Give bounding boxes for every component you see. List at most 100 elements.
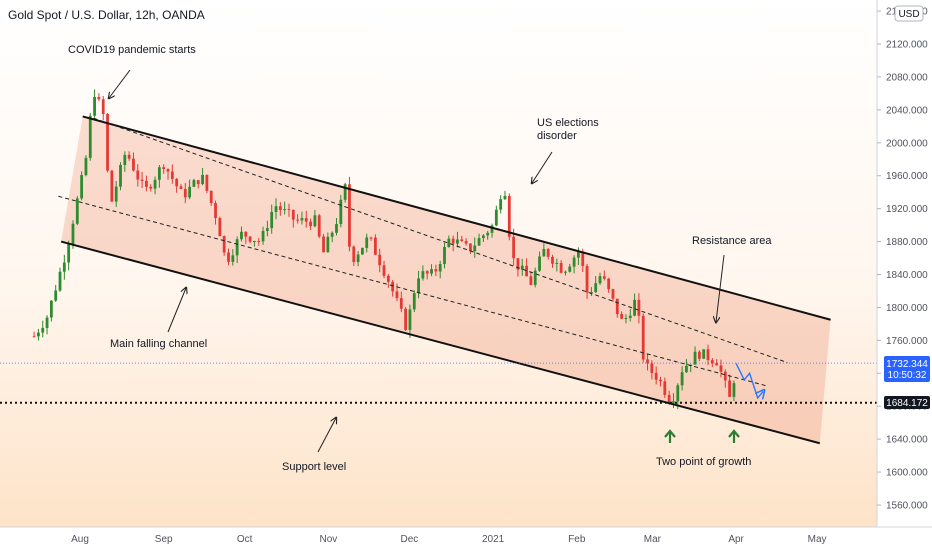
candle-body [291,209,295,220]
candle-body [434,269,438,272]
dashed-trend-line [93,117,788,364]
time-scale[interactable] [0,527,932,550]
candle-body [538,256,541,271]
candle-body [330,232,334,237]
candle-body [265,228,269,231]
candle-body [304,218,308,222]
x-tick-label: Aug [71,534,89,545]
candle-body [361,247,364,255]
y-tick-label: 1560.000 [886,501,928,512]
candle-body [598,276,602,284]
channel-label: Main falling channel [110,338,207,350]
candle-body [577,251,580,258]
x-tick-label: Dec [401,534,419,545]
candle-body [546,249,550,257]
candle-body [261,230,265,242]
candle-body [611,289,615,299]
candle-body [343,184,347,200]
candle-body [62,262,66,272]
x-tick-label: 2021 [482,534,505,545]
candle-body [486,232,490,236]
candle-body [430,269,433,274]
last-price-label: 1732.344 [886,359,928,370]
candle-body [201,174,204,185]
candle-body [93,97,96,116]
x-tick-label: Sep [155,534,173,545]
candle-body [607,278,611,290]
x-tick-label: Oct [237,534,253,545]
price-scale[interactable] [877,0,932,527]
support-label: Support level [282,461,346,473]
resistance-arrow [716,254,725,322]
candle-body [97,97,101,100]
candle-body [378,254,382,266]
candle-body [196,180,200,185]
candle-body [373,237,377,255]
candle-body [469,243,472,252]
candle-body [317,215,321,237]
candle-body [183,188,187,198]
candle-body [732,383,736,397]
candle-body [58,271,62,291]
growth-arrow-up-1 [664,429,676,443]
elections-label-line1: US elections [537,117,599,129]
candle-body [443,247,446,265]
dashed-trend-line [58,195,766,387]
support-arrow [317,418,336,453]
candle-body [45,317,49,328]
candle-body [715,363,719,366]
candle-body [222,236,226,253]
candle-body [676,385,680,402]
candle-body [693,351,697,365]
candle-body [253,241,256,243]
candle-body [309,221,312,227]
candle-body [75,198,79,224]
candle-body [710,360,714,364]
candle-body [153,179,157,189]
candle-body [80,175,84,199]
candle-body [322,236,325,253]
candle-body [542,249,546,257]
candle-body [680,372,684,386]
candle-body [339,199,343,225]
candle-body [697,351,701,359]
candle-body [723,371,727,381]
candle-body [494,209,498,226]
candle-body [650,363,654,373]
elections-arrow [532,151,553,183]
candle-body [386,275,390,282]
candle-body [240,231,243,240]
currency-button[interactable] [894,5,924,22]
candle-body [412,293,416,310]
candle-body [659,379,662,382]
channel-upper-line [82,115,831,321]
candle-body [417,278,420,294]
candle-body [572,257,576,267]
candle-body [101,99,105,115]
candle-body [136,170,140,180]
candle-body [568,266,572,272]
candle-body [248,236,252,242]
candle-body [335,224,338,233]
y-tick-label: 1600.000 [886,468,928,479]
candle-body [633,299,636,316]
candle-body [641,315,645,360]
candle-body [646,359,649,364]
candle-body [170,171,174,179]
candle-body [460,239,464,242]
candle-body [628,315,632,319]
y-tick-label: 1800.000 [886,303,928,314]
candle-body [300,218,304,221]
candle-body [123,154,127,165]
candle-body [637,299,641,316]
candle-body [49,300,53,318]
y-tick-label: 2080.000 [886,72,928,83]
candle-body [589,292,593,294]
x-tick-label: May [808,534,827,545]
candle-body [533,270,537,285]
candle-body [615,298,619,315]
candle-body [218,218,222,237]
channel-layer [61,116,831,444]
